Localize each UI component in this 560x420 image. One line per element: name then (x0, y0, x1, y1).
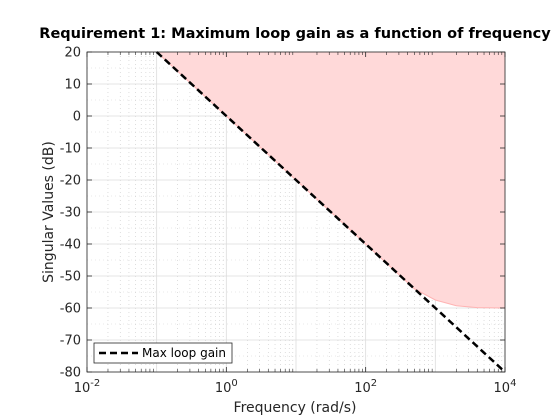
y-tick-label: 20 (64, 46, 81, 61)
max-loop-gain-line (155, 51, 506, 373)
y-tick-label: -10 (60, 142, 81, 157)
y-tick-label: 10 (64, 78, 81, 93)
x-tick-label: 100 (215, 378, 238, 396)
x-tick-label: 10-2 (74, 378, 101, 396)
y-tick-label: -80 (60, 366, 81, 381)
exclusion-region (156, 52, 506, 308)
chart-title: Requirement 1: Maximum loop gain as a fu… (39, 26, 551, 42)
legend: Max loop gain (93, 342, 233, 364)
y-tick-label: -30 (60, 206, 81, 221)
x-tick-labels: 10-2 100 102 104 (74, 378, 517, 396)
x-tick-label: 104 (494, 378, 517, 396)
y-axis-label: Singular Values (dB) (41, 141, 57, 283)
y-tick-label: -60 (60, 302, 81, 317)
x-axis-label: Frequency (rad/s) (234, 400, 357, 416)
legend-label: Max loop gain (142, 346, 226, 360)
axis-ticks (86, 51, 506, 373)
y-tick-label: -40 (60, 238, 81, 253)
legend-box (93, 342, 233, 364)
y-tick-labels: 20 10 0 -10 -20 -30 -40 -50 -60 -70 -80 (60, 46, 81, 381)
y-tick-label: -50 (60, 270, 81, 285)
y-tick-label: 0 (73, 110, 81, 125)
y-tick-label: -70 (60, 334, 81, 349)
y-tick-label: -20 (60, 174, 81, 189)
x-tick-label: 102 (354, 378, 377, 396)
